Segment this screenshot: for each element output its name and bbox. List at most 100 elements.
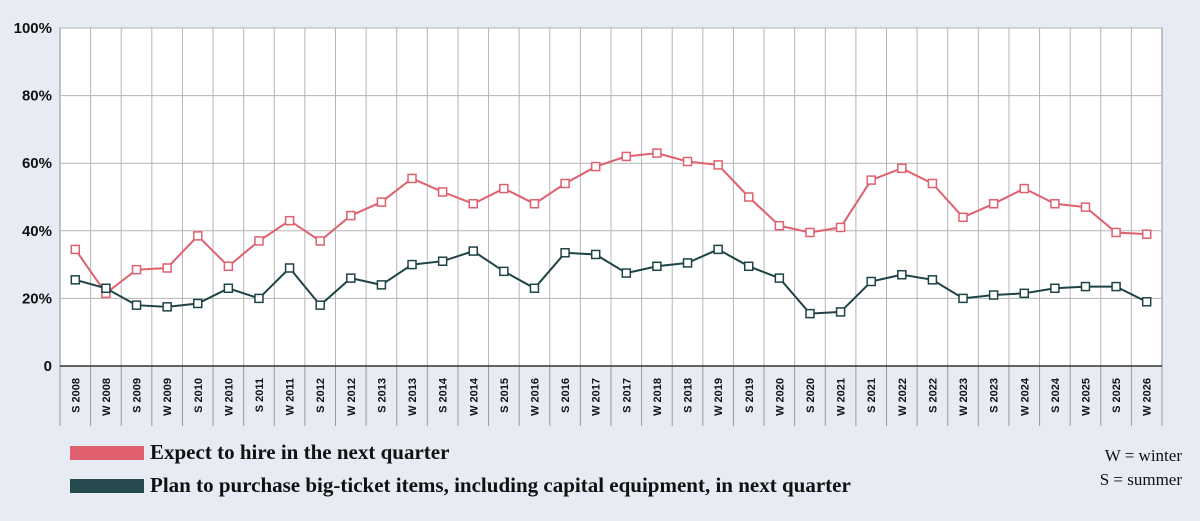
series-2-point: [682, 258, 693, 268]
series-2-point: [1019, 288, 1029, 299]
x-tick-label: W 2020: [774, 378, 786, 416]
chart-grid: [59, 27, 1163, 426]
series-1-point: [1019, 183, 1029, 194]
x-tick-label: S 2022: [927, 378, 939, 413]
series-2-point: [1080, 281, 1091, 292]
x-tick-label: S 2017: [621, 378, 633, 413]
series-line-1: [74, 152, 1147, 295]
series-1-point: [988, 199, 999, 209]
series-1-point: [346, 210, 356, 221]
x-tick-label: S 2009: [132, 378, 144, 413]
series-2-point: [223, 283, 234, 294]
x-tick-label: S 2015: [499, 378, 511, 413]
x-tick-label: W 2011: [285, 378, 297, 415]
x-tick-label: S 2019: [744, 378, 756, 413]
series-2-point: [468, 246, 478, 256]
series-2-point: [315, 300, 325, 310]
series-1-point: [774, 220, 785, 231]
series-2-point: [1141, 297, 1152, 307]
series-2-point: [193, 298, 203, 309]
x-tick-label: W 2008: [101, 378, 113, 416]
series-2-point: [131, 300, 142, 310]
x-tick-label: W 2013: [407, 378, 419, 416]
series-2-point: [162, 302, 172, 312]
series-2-point: [529, 283, 540, 294]
x-tick-label: S 2016: [560, 378, 572, 413]
series-2-point: [897, 269, 907, 280]
series-2-point: [1050, 283, 1060, 294]
series-2-point: [284, 263, 295, 273]
x-tick-label: W 2012: [346, 378, 358, 416]
legend-swatch-hire: [70, 446, 144, 460]
series-1-point: [897, 163, 907, 174]
x-tick-label: W 2024: [1019, 377, 1031, 416]
x-tick-label: S 2012: [315, 378, 327, 413]
series-2-point: [866, 276, 876, 287]
series-1-point: [376, 197, 387, 207]
series-2-point: [70, 275, 81, 285]
series-2-point: [437, 256, 448, 266]
series-1-point: [958, 212, 968, 223]
legend-swatch-purchase: [70, 479, 144, 493]
series-1-point: [468, 199, 478, 209]
series-2-point: [805, 308, 815, 319]
y-tick-label: 0: [44, 358, 52, 375]
y-tick-label: 20%: [22, 290, 52, 307]
x-tick-label: S 2011: [254, 378, 266, 412]
series-1-point: [560, 178, 570, 189]
series-2-point: [621, 268, 632, 278]
note-winter: W = winter: [1104, 446, 1182, 465]
y-tick-label: 60%: [22, 155, 52, 172]
series-1-point: [927, 178, 938, 189]
series-2-point: [774, 273, 785, 283]
series-1-point: [713, 160, 723, 170]
x-tick-label: S 2025: [1111, 378, 1123, 413]
x-tick-label: S 2023: [989, 378, 1001, 413]
x-tick-label: S 2008: [70, 378, 82, 413]
x-tick-label: W 2019: [713, 378, 725, 416]
series-2-point: [988, 290, 999, 300]
x-tick-label: S 2014: [438, 377, 450, 413]
x-tick-label: W 2018: [652, 378, 664, 416]
series-1-point: [437, 187, 448, 197]
series-2-point: [346, 273, 356, 283]
x-tick-label: W 2010: [223, 378, 235, 416]
series-1-point: [866, 175, 876, 185]
series-1-point: [131, 264, 142, 275]
legend-label-purchase: Plan to purchase big-ticket items, inclu…: [150, 473, 851, 497]
series-1-point: [621, 151, 632, 162]
series-1-point: [70, 244, 81, 255]
series-2-point: [101, 283, 111, 294]
x-tick-label: S 2020: [805, 378, 817, 413]
x-tick-label: W 2022: [897, 378, 909, 416]
series-2-point: [744, 261, 754, 272]
series-1-point: [590, 161, 601, 172]
series-1-point: [499, 183, 509, 194]
x-tick-label: W 2009: [162, 378, 174, 416]
x-tick-label: W 2014: [468, 377, 480, 416]
series-2-point: [835, 307, 846, 317]
series-1-point: [407, 173, 417, 184]
series-1-point: [835, 222, 846, 233]
y-tick-label: 100%: [14, 20, 52, 37]
series-1-point: [223, 261, 234, 272]
y-axis-ticks: 0 20% 40% 60% 80% 100%: [14, 20, 52, 375]
series-2-point: [590, 249, 601, 260]
x-tick-label: W 2025: [1080, 378, 1092, 416]
series-line-2: [75, 248, 1148, 315]
series-1-point: [652, 148, 662, 158]
y-tick-label: 80%: [22, 88, 52, 105]
series-2-point: [499, 266, 509, 277]
series-1-point: [254, 236, 264, 246]
x-tick-label: W 2023: [958, 378, 970, 416]
series-1-point: [805, 227, 815, 238]
x-tick-label: W 2017: [591, 378, 603, 416]
series-1-point: [744, 192, 754, 202]
series-2-point: [652, 261, 662, 272]
series-2-point: [1111, 281, 1121, 292]
series-2-point: [407, 259, 417, 270]
series-1-point: [162, 263, 172, 273]
legend-label-hire: Expect to hire in the next quarter: [150, 440, 450, 464]
y-tick-label: 40%: [22, 223, 52, 240]
